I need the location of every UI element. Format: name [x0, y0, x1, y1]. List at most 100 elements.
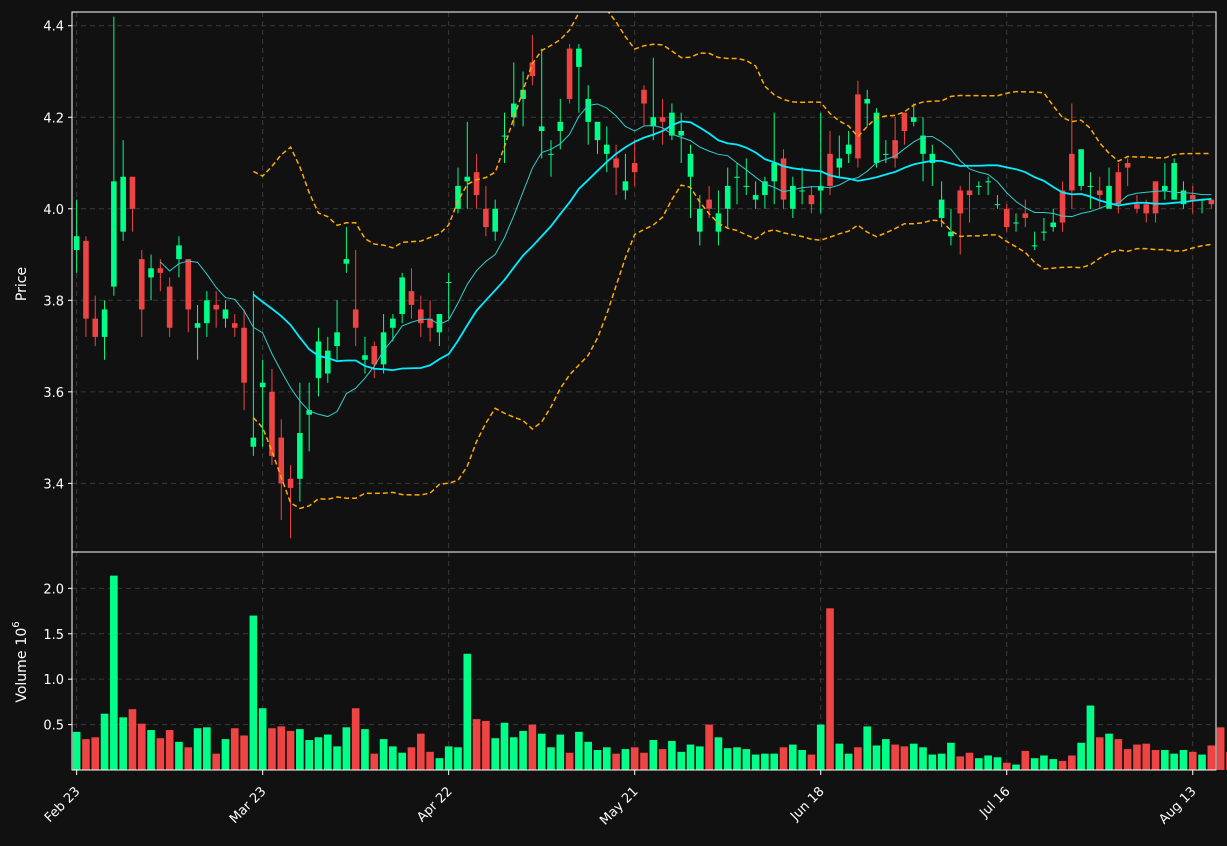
- volume-bar: [277, 726, 286, 770]
- volume-bar: [928, 754, 937, 770]
- candle-body: [790, 185, 796, 209]
- volume-bar: [742, 749, 751, 770]
- volume-bar: [221, 739, 230, 770]
- volume-bar: [500, 722, 509, 770]
- candle-body: [1069, 153, 1075, 191]
- candle: [1096, 176, 1103, 209]
- volume-bar: [649, 740, 658, 770]
- candle-body: [492, 208, 498, 232]
- volume-bar: [1095, 737, 1104, 770]
- candlesticks: [73, 16, 1215, 539]
- candle: [948, 208, 954, 246]
- panel-frames: [71, 11, 1217, 771]
- candle-body: [957, 190, 964, 214]
- candle: [1041, 217, 1047, 241]
- volume-bar: [807, 754, 816, 770]
- volume-bar: [686, 744, 695, 770]
- volume-bar: [1049, 759, 1058, 770]
- candle-body: [1003, 208, 1010, 228]
- candle: [1106, 167, 1112, 209]
- candle: [1124, 158, 1131, 186]
- candle-body: [185, 259, 192, 310]
- candle-body: [380, 332, 387, 365]
- candle-body: [817, 185, 824, 191]
- volume-bar: [100, 713, 109, 770]
- candle-body: [334, 332, 340, 347]
- candle-body: [250, 437, 257, 447]
- candle-body: [771, 163, 778, 182]
- candle-body: [1013, 222, 1019, 224]
- volume-bar: [296, 729, 304, 770]
- volume-bar: [1040, 755, 1048, 770]
- candle-body: [1106, 185, 1112, 209]
- candle-body: [417, 309, 424, 324]
- volume-bar: [1170, 753, 1178, 770]
- candle-body: [278, 437, 285, 484]
- volume-bar: [268, 728, 276, 770]
- candle-body: [1041, 231, 1047, 233]
- volume-bar: [249, 615, 258, 770]
- volume-tick-label: 1.5: [43, 628, 64, 643]
- candle-body: [566, 48, 573, 99]
- candle: [650, 57, 657, 141]
- candle: [771, 112, 778, 205]
- volume-bar: [286, 730, 295, 770]
- candle: [315, 327, 322, 397]
- volume-axis-label-multiplier: 10: [14, 628, 30, 646]
- volume-bar: [993, 757, 1002, 770]
- candle: [1162, 163, 1168, 200]
- candle: [938, 181, 945, 228]
- price-tick-label: 3.6: [43, 386, 64, 401]
- volume-bar: [761, 753, 769, 770]
- candle: [827, 130, 833, 196]
- candle: [1013, 213, 1019, 232]
- candle-body: [1096, 190, 1103, 196]
- volume-bar: [593, 750, 602, 770]
- candle: [576, 44, 582, 113]
- volume-bar: [1105, 733, 1113, 770]
- candle: [306, 382, 312, 452]
- candle-body: [548, 153, 554, 155]
- volume-bar: [1068, 755, 1076, 770]
- volume-bar: [1058, 760, 1067, 770]
- volume-axis-label: Volume 106: [11, 621, 30, 702]
- candle-body: [138, 259, 145, 310]
- volume-bar: [537, 733, 546, 770]
- candle-body: [1189, 195, 1196, 200]
- volume-bar: [1216, 727, 1225, 770]
- candle-body: [836, 158, 843, 168]
- candle-body: [892, 140, 898, 159]
- volume-bar: [751, 754, 760, 770]
- candle: [464, 121, 471, 209]
- volume-bar: [733, 747, 741, 770]
- candle-body: [762, 181, 768, 196]
- volume-bar: [882, 739, 890, 770]
- candle: [910, 103, 917, 127]
- volume-bar: [175, 741, 183, 770]
- candle: [241, 309, 247, 411]
- volume-bar: [454, 747, 462, 770]
- candle: [213, 291, 219, 328]
- candle-body: [1050, 222, 1057, 228]
- volume-bar: [872, 745, 881, 770]
- candle-body: [1152, 181, 1159, 214]
- volume-bar: [184, 747, 193, 770]
- volume-bar: [389, 746, 397, 770]
- candle-body: [613, 158, 619, 168]
- candle: [1022, 199, 1029, 228]
- volume-bar: [361, 729, 369, 770]
- candle-body: [864, 98, 871, 104]
- candle: [399, 272, 405, 324]
- candle: [1171, 158, 1177, 200]
- candle-body: [176, 245, 182, 260]
- volume-tick-label: 2.0: [43, 582, 64, 597]
- volume-bar: [72, 731, 81, 770]
- volume-bar: [788, 744, 797, 770]
- candle: [594, 121, 601, 154]
- volume-bar: [137, 723, 146, 770]
- candle-body: [557, 121, 564, 131]
- volume-bar: [723, 748, 732, 770]
- volume-bar: [779, 747, 788, 770]
